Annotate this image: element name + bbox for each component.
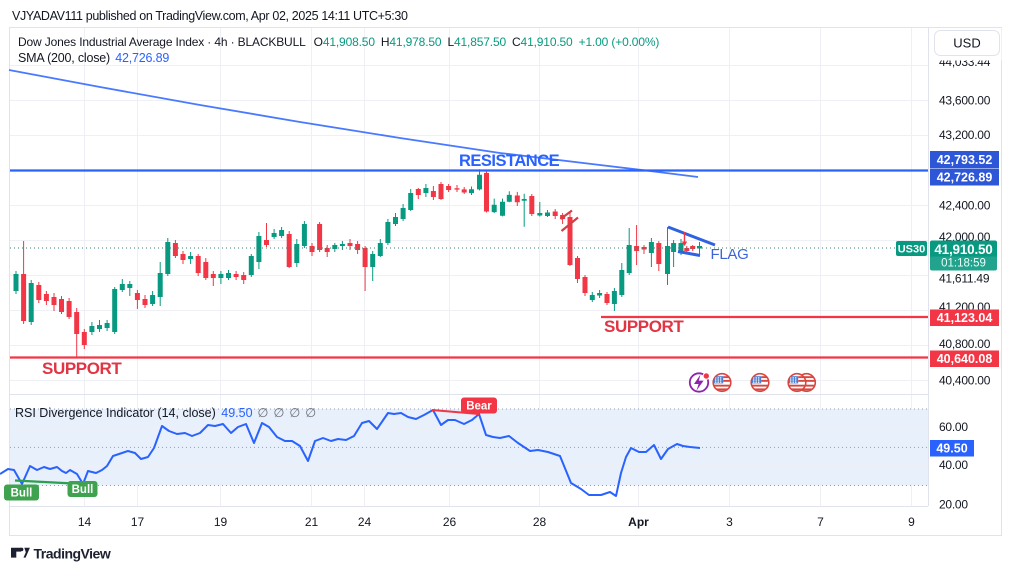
svg-text:43,600.00: 43,600.00 (939, 94, 991, 108)
svg-text:14: 14 (78, 515, 92, 529)
svg-text:SUPPORT: SUPPORT (604, 317, 684, 336)
svg-text:SMA (200, close) 42,726.89: SMA (200, close) 42,726.89 (18, 51, 169, 65)
svg-text:41,910.50: 41,910.50 (934, 242, 992, 257)
svg-text:RSI Divergence Indicator (14,: RSI Divergence Indicator (14, close) 49.… (15, 406, 316, 420)
svg-text:SUPPORT: SUPPORT (42, 359, 122, 378)
svg-text:26: 26 (443, 515, 457, 529)
svg-text:21: 21 (305, 515, 319, 529)
svg-text:28: 28 (533, 515, 547, 529)
svg-text:43,200.00: 43,200.00 (939, 128, 991, 142)
svg-text:42,726.89: 42,726.89 (937, 171, 993, 185)
svg-text:42,400.00: 42,400.00 (939, 199, 991, 213)
svg-text:20.00: 20.00 (939, 498, 968, 512)
svg-text:USD: USD (953, 36, 980, 51)
svg-text:19: 19 (214, 515, 228, 529)
svg-text:Bull: Bull (11, 488, 33, 500)
svg-text:40,400.00: 40,400.00 (939, 374, 991, 388)
svg-text:FLAG: FLAG (711, 246, 749, 263)
svg-text:42,793.52: 42,793.52 (937, 153, 993, 167)
svg-text:7: 7 (817, 515, 824, 529)
svg-text:3: 3 (726, 515, 733, 529)
svg-text:Bull: Bull (72, 484, 94, 496)
svg-text:41,123.04: 41,123.04 (937, 311, 993, 325)
svg-text:40,640.08: 40,640.08 (937, 352, 993, 366)
svg-text:41,611.49: 41,611.49 (939, 272, 990, 286)
svg-text:60.00: 60.00 (939, 420, 968, 434)
svg-text:01:18:59: 01:18:59 (941, 258, 986, 270)
svg-text:9: 9 (908, 515, 915, 529)
svg-text:Apr: Apr (628, 515, 649, 529)
svg-text:VJYADAV111 published on Tradin: VJYADAV111 published on TradingView.com,… (12, 9, 408, 23)
svg-text:US30: US30 (898, 244, 926, 256)
svg-text:TradingView: TradingView (34, 546, 111, 562)
svg-text:40.00: 40.00 (939, 458, 968, 472)
svg-text:40,800.00: 40,800.00 (939, 337, 991, 351)
svg-text:49.50: 49.50 (936, 442, 967, 456)
svg-text:RESISTANCE: RESISTANCE (459, 152, 560, 170)
svg-text:24: 24 (358, 515, 372, 529)
svg-text:17: 17 (131, 515, 145, 529)
svg-text:Bear: Bear (466, 401, 492, 413)
svg-text:Dow Jones Industrial Average I: Dow Jones Industrial Average Index · 4h … (18, 35, 659, 49)
